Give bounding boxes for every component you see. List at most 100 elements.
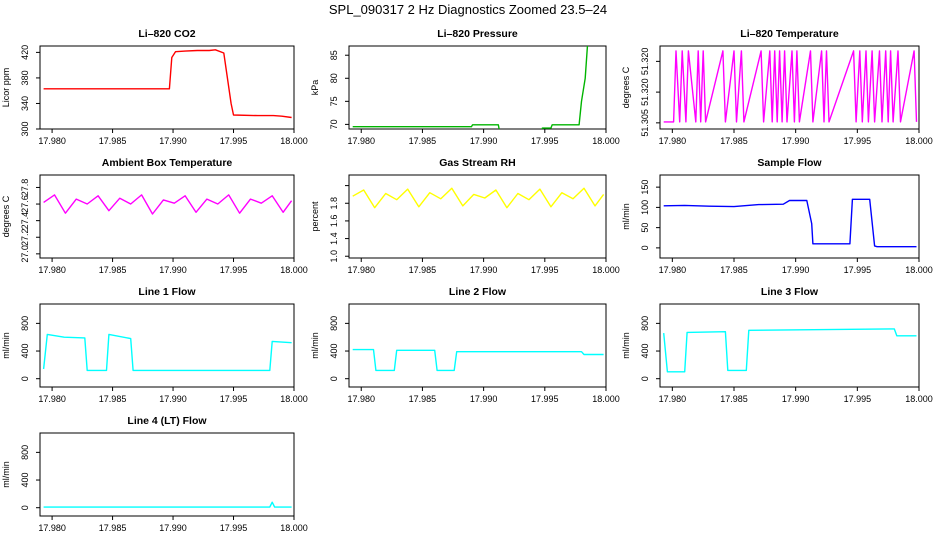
series-line-1	[663, 198, 917, 248]
x-tick-label: 17.990	[470, 265, 498, 275]
plot-frame	[348, 174, 607, 259]
x-tick-label: 18.000	[280, 265, 308, 275]
x-tick-label: 17.985	[720, 394, 748, 404]
plot-frame	[659, 45, 920, 130]
x-tick-label: 18.000	[905, 136, 933, 146]
chart-panel-9: Line 3 Flow ml/min 17.980 17.985 17.990 17.99…	[621, 286, 933, 404]
y-tick-label: 27.0	[20, 245, 30, 263]
x-tick-label: 17.995	[844, 394, 872, 404]
plot-frame	[348, 303, 607, 388]
x-tick-label: 17.990	[470, 136, 498, 146]
chart-panel-3: Li–820 Temperature degrees C 17.980 17.985 1…	[621, 28, 933, 146]
x-tick-label: 17.995	[844, 136, 872, 146]
y-tick-label: 85	[329, 50, 339, 60]
y-tick-label: 0	[20, 505, 30, 510]
x-tick-label: 17.980	[38, 523, 66, 533]
y-tick-label: 27.4	[20, 212, 30, 230]
panel-title: Li–820 Temperature	[740, 28, 839, 40]
x-tick-label: 17.980	[347, 394, 375, 404]
x-tick-label: 17.990	[782, 394, 810, 404]
series-line-1	[42, 333, 292, 372]
x-tick-label: 17.985	[409, 265, 437, 275]
chart-panel-10: Line 4 (LT) Flow ml/min 17.980 17.985 17.990…	[1, 415, 308, 533]
panel-title: Li–820 Pressure	[437, 28, 518, 40]
plot-frame	[39, 432, 295, 517]
series-line-1	[663, 328, 917, 373]
x-tick-label: 17.995	[531, 265, 559, 275]
x-tick-label: 17.985	[720, 265, 748, 275]
y-axis-label: degrees C	[621, 66, 631, 108]
y-tick-label: 100	[640, 200, 650, 215]
y-tick-label: 400	[20, 473, 30, 488]
x-tick-label: 17.995	[531, 136, 559, 146]
x-tick-label: 17.985	[409, 394, 437, 404]
y-axis-label: degrees C	[1, 195, 11, 237]
x-tick-label: 17.990	[159, 136, 187, 146]
y-tick-label: 27.2	[20, 228, 30, 246]
y-tick-label: 80	[329, 73, 339, 83]
y-tick-label: 800	[20, 316, 30, 331]
y-tick-label: 400	[20, 344, 30, 359]
panel-title: Line 4 (LT) Flow	[127, 415, 207, 427]
plot-frame	[39, 45, 295, 130]
panel-title: Gas Stream RH	[439, 157, 515, 169]
plot-frame	[659, 174, 920, 259]
chart-panel-6: Sample Flow ml/min 17.980 17.985 17.990 17.99…	[621, 157, 933, 275]
y-tick-label: 70	[329, 119, 339, 129]
panel-title: Li–820 CO2	[138, 28, 195, 40]
chart-panel-7: Line 1 Flow ml/min 17.980 17.985 17.990 17.99…	[1, 286, 308, 404]
panel-title: Line 3 Flow	[761, 286, 819, 298]
y-tick-label: 1.4	[329, 232, 339, 245]
x-tick-label: 17.995	[220, 394, 248, 404]
y-axis-label: kPa	[310, 80, 320, 96]
x-tick-label: 18.000	[905, 394, 933, 404]
y-axis-label: ml/min	[621, 332, 631, 359]
figure-title: SPL_090317 2 Hz Diagnostics Zoomed 23.5–…	[328, 2, 608, 17]
chart-panel-1: Li–820 CO2 Licor ppm 17.980 17.985 17.990 17.…	[1, 28, 308, 146]
y-tick-label: 800	[640, 316, 650, 331]
x-tick-label: 17.980	[38, 265, 66, 275]
panel-title: Ambient Box Temperature	[102, 157, 233, 169]
x-tick-label: 17.980	[659, 265, 687, 275]
x-tick-label: 17.985	[720, 136, 748, 146]
x-tick-label: 18.000	[592, 265, 620, 275]
y-tick-label: 1.6	[329, 215, 339, 228]
x-tick-label: 18.000	[280, 136, 308, 146]
x-tick-label: 18.000	[592, 136, 620, 146]
y-axis-label: ml/min	[621, 203, 631, 230]
x-tick-label: 17.985	[99, 265, 127, 275]
x-tick-label: 17.980	[38, 136, 66, 146]
x-tick-label: 17.980	[347, 136, 375, 146]
x-tick-label: 18.000	[280, 394, 308, 404]
x-tick-label: 17.995	[220, 523, 248, 533]
x-tick-label: 18.000	[905, 265, 933, 275]
series-line-1	[352, 348, 604, 372]
chart-panel-2: Li–820 Pressure kPa 17.980 17.985 17.990 17.9…	[310, 28, 620, 146]
y-tick-label: 150	[640, 180, 650, 195]
y-tick-label: 0	[640, 245, 650, 250]
x-tick-label: 18.000	[280, 523, 308, 533]
x-tick-label: 17.985	[99, 523, 127, 533]
y-tick-label: 1.8	[329, 197, 339, 210]
y-tick-label: 50	[640, 223, 650, 233]
series-line-1	[663, 50, 918, 123]
y-tick-label: 0	[329, 376, 339, 381]
x-tick-label: 17.995	[220, 136, 248, 146]
y-tick-label: 1.0	[329, 250, 339, 263]
panel-title: Line 1 Flow	[138, 286, 196, 298]
y-tick-label: 51.305	[640, 109, 650, 137]
x-tick-label: 17.990	[782, 265, 810, 275]
series-line-1	[352, 46, 589, 129]
x-tick-label: 17.990	[159, 394, 187, 404]
x-tick-label: 17.985	[99, 394, 127, 404]
x-tick-label: 17.980	[659, 136, 687, 146]
y-tick-label: 400	[640, 344, 650, 359]
series-line-1	[43, 501, 292, 508]
y-axis-label: ml/min	[1, 332, 11, 359]
panel-title: Sample Flow	[757, 157, 822, 169]
y-axis-label: percent	[310, 201, 320, 232]
x-tick-label: 17.990	[470, 394, 498, 404]
y-axis-label: Licor ppm	[1, 68, 11, 108]
y-tick-label: 27.8	[20, 179, 30, 197]
y-tick-label: 51.320	[640, 48, 650, 76]
